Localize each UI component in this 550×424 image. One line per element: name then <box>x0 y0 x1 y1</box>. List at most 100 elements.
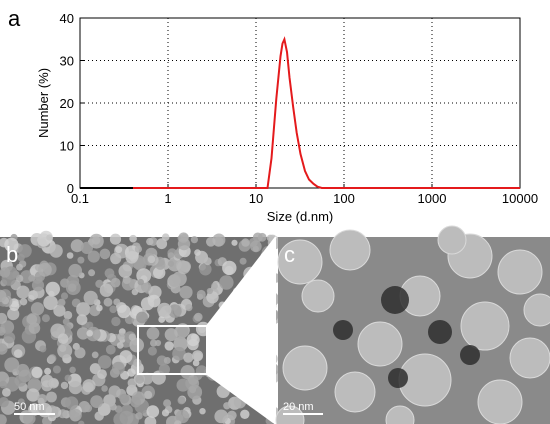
nanoparticle <box>69 408 82 422</box>
nanoparticle <box>38 262 52 277</box>
nanoparticle <box>301 279 335 313</box>
nanoparticle <box>84 404 93 413</box>
nanoparticle <box>127 368 136 377</box>
nanoparticle <box>186 333 200 347</box>
x-tick-label: 1 <box>164 191 171 206</box>
nanoparticle <box>13 349 23 358</box>
nanoparticle <box>115 246 123 254</box>
nanoparticle <box>49 244 63 258</box>
nanoparticle <box>3 331 16 344</box>
x-tick-label: 0.1 <box>71 191 89 206</box>
nanoparticle <box>86 330 93 337</box>
nanoparticle <box>146 237 154 246</box>
nanoparticle <box>109 305 117 314</box>
nanoparticle <box>2 388 11 397</box>
nanoparticle <box>57 333 69 345</box>
nanoparticle <box>240 409 250 419</box>
nanoparticle <box>76 314 88 326</box>
nanoparticle <box>156 238 168 250</box>
nanoparticle <box>23 412 36 424</box>
nanoparticle <box>156 355 168 366</box>
nanoparticle <box>136 311 148 324</box>
nanoparticle <box>128 333 136 341</box>
nanoparticle <box>29 403 39 413</box>
dark-region <box>460 345 480 365</box>
nanoparticle <box>48 378 59 389</box>
nanoparticle <box>76 302 91 317</box>
nanoparticle <box>98 355 112 369</box>
nanoparticle <box>0 312 8 324</box>
nanoparticle <box>275 405 305 424</box>
nanoparticle <box>109 368 120 378</box>
nanoparticle <box>0 414 7 424</box>
nanoparticle <box>127 378 137 388</box>
nanoparticle <box>113 298 121 306</box>
nanoparticle <box>137 278 144 286</box>
nanoparticle <box>227 410 237 421</box>
nanoparticle <box>206 291 219 304</box>
nanoparticle <box>103 297 113 307</box>
nanoparticle <box>108 385 121 398</box>
nanoparticle <box>18 244 32 258</box>
nanoparticle <box>157 302 172 317</box>
nanoparticle <box>19 298 28 306</box>
nanoparticle <box>163 357 171 364</box>
nanoparticle <box>161 409 170 417</box>
nanoparticle <box>109 403 117 411</box>
nanoparticle <box>147 346 157 356</box>
nanoparticle <box>89 233 104 249</box>
nanoparticle <box>130 397 141 408</box>
nanoparticle <box>222 260 237 276</box>
nanoparticle <box>14 374 27 387</box>
nanoparticle <box>43 295 58 311</box>
nanoparticle <box>0 397 9 408</box>
nanoparticle <box>82 379 96 393</box>
nanoparticle <box>46 391 57 403</box>
nanoparticle <box>99 283 114 297</box>
nanoparticle <box>144 390 153 399</box>
nanoparticle <box>239 257 247 265</box>
nanoparticle <box>0 343 8 355</box>
nanoparticle <box>39 345 47 353</box>
nanoparticle <box>91 351 99 359</box>
nanoparticle <box>70 239 84 253</box>
zoom-connector-fill <box>207 237 276 424</box>
nanoparticle <box>167 260 175 267</box>
nanoparticle <box>140 281 152 292</box>
dark-region <box>381 286 409 314</box>
nanoparticle <box>153 266 166 279</box>
nanoparticle <box>177 325 189 337</box>
nanoparticle <box>16 285 30 299</box>
nanoparticle <box>135 412 143 420</box>
nanoparticle <box>183 352 194 363</box>
nanoparticle <box>334 371 376 413</box>
nanoparticle <box>30 302 45 316</box>
scale-bar-b-label: 50 nm <box>14 401 45 413</box>
nanoparticle <box>164 328 178 342</box>
nanoparticle <box>154 339 162 347</box>
y-axis-label: Number (%) <box>36 68 51 138</box>
nanoparticle <box>17 398 25 406</box>
nanoparticle <box>177 396 186 405</box>
nanoparticle <box>241 238 250 247</box>
nanoparticle <box>31 279 45 292</box>
nanoparticle <box>174 420 182 424</box>
x-tick-label: 1000 <box>418 191 447 206</box>
nanoparticle <box>168 304 182 318</box>
curve-layer <box>80 36 520 189</box>
nanoparticle <box>16 263 23 271</box>
nanoparticle <box>66 252 74 259</box>
nanoparticle <box>111 316 121 327</box>
nanoparticle <box>277 239 323 285</box>
nanoparticle <box>77 256 85 264</box>
nanoparticle <box>90 395 103 408</box>
nanoparticle <box>96 304 103 312</box>
nanoparticle <box>119 350 133 364</box>
nanoparticle <box>60 381 69 390</box>
nanoparticle <box>131 288 139 296</box>
nanoparticle <box>206 237 216 247</box>
nanoparticle <box>129 337 144 353</box>
nanoparticle <box>99 248 111 260</box>
nanoparticle <box>194 249 201 256</box>
nanoparticle <box>52 365 61 374</box>
